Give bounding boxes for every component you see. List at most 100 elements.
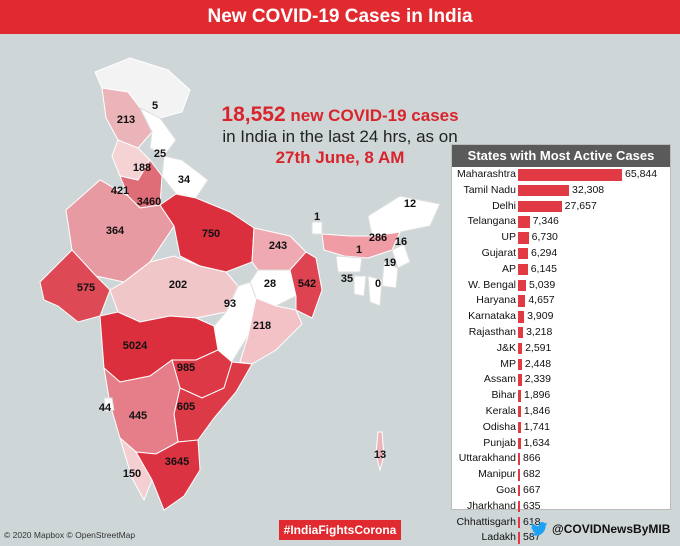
map-label-nagaland: 16	[394, 236, 408, 248]
page-title: New COVID-19 Cases in India	[0, 0, 680, 34]
map-label-kerala: 150	[122, 468, 142, 480]
chart-category-label: Bihar	[491, 389, 516, 402]
chart-value-label: 6,294	[530, 246, 558, 259]
chart-row: Punjab 1,634	[452, 436, 670, 452]
chart-category-label: AP	[501, 262, 516, 275]
chart-row: W. Bengal 5,039	[452, 278, 670, 294]
chart-value-label: 6,730	[531, 231, 558, 244]
region-westbengal	[289, 251, 323, 319]
map-label-westbengal: 542	[297, 278, 317, 290]
chart-value-label: 7,346	[532, 215, 559, 228]
chart-category-label: Rajasthan	[468, 325, 516, 338]
chart-category-label: Gujarat	[481, 246, 516, 259]
headline: 18,552 new COVID-19 cases in India in th…	[190, 104, 490, 168]
map-label-ladakh: 5	[151, 100, 159, 112]
chart-row: Tamil Nadu 32,308	[452, 183, 670, 199]
twitter-handle[interactable]: @COVIDNewsByMIB	[530, 522, 670, 536]
map-label-assam: 286	[368, 232, 388, 244]
chart-bar	[518, 516, 520, 529]
chart-category-label: J&K	[496, 341, 516, 354]
chart-category-label: MP	[500, 357, 516, 370]
chart-row: Uttarakhand 866	[452, 451, 670, 467]
map-label-maharashtra: 5024	[122, 340, 148, 352]
chart-category-label: Goa	[496, 483, 516, 496]
chart-row: AP 6,145	[452, 262, 670, 278]
region-goa	[103, 397, 115, 413]
chart-title: States with Most Active Cases	[452, 145, 670, 167]
chart-rows: Maharashtra 65,844 Tamil Nadu 32,308 Delhi 27…	[452, 167, 670, 546]
chart-row: Kerala 1,846	[452, 404, 670, 420]
chart-row: Bihar 1,896	[452, 388, 670, 404]
chart-bar	[518, 453, 520, 465]
chart-bar	[518, 232, 529, 244]
chart-bar	[518, 469, 520, 481]
chart-value-label: 32,308	[572, 183, 605, 196]
chart-bar	[518, 532, 520, 544]
chart-bar	[518, 390, 521, 402]
map-label-rajasthan: 364	[105, 225, 125, 237]
chart-row: Delhi 27,657	[452, 199, 670, 215]
map-label-telangana: 985	[176, 362, 196, 374]
chart-value-label: 2,448	[524, 357, 552, 370]
headline-line3: 27th June, 8 AM	[275, 148, 405, 167]
headline-line2: in India in the last 24 hrs, as on	[222, 127, 458, 146]
chart-value-label: 6,145	[530, 262, 557, 275]
map-credit: © 2020 Mapbox © OpenStreetMap	[4, 530, 136, 540]
map-label-mp: 202	[168, 279, 188, 291]
region-kerala	[119, 436, 153, 502]
chart-bar	[518, 358, 522, 371]
map-label-sikkim: 1	[313, 211, 321, 223]
region-nagaland	[391, 243, 411, 269]
chart-category-label: Uttarakhand	[458, 452, 516, 465]
map-label-haryana: 421	[110, 185, 130, 197]
region-meghalaya	[335, 255, 363, 273]
chart-bar	[518, 169, 622, 181]
region-jk	[101, 87, 153, 149]
chart-bar	[518, 374, 522, 386]
headline-count: 18,552	[221, 103, 286, 126]
chart-bar	[518, 500, 520, 513]
map-label-karnataka: 445	[128, 410, 148, 422]
map-label-gujarat: 575	[76, 282, 96, 294]
map-label-goa: 44	[98, 402, 112, 414]
chart-value-label: 866	[523, 452, 541, 465]
chart-value-label: 4,657	[528, 294, 555, 307]
chart-row: Jharkhand 635	[452, 499, 670, 515]
chart-category-label: Manipur	[478, 468, 516, 481]
chart-bar	[518, 484, 520, 497]
chart-row: MP 2,448	[452, 357, 670, 373]
chart-row: J&K 2,591	[452, 341, 670, 357]
region-tamilnadu	[135, 439, 201, 511]
chart-value-label: 1,741	[523, 420, 551, 433]
chart-row: Manipur 682	[452, 467, 670, 483]
chart-bar	[518, 326, 524, 339]
region-odisha	[239, 297, 303, 365]
map-label-jharkhand: 28	[263, 278, 277, 290]
chart-bar	[518, 279, 526, 292]
chart-value-label: 682	[523, 468, 541, 481]
chart-category-label: Jharkhand	[466, 499, 516, 512]
map-label-odisha: 218	[252, 320, 272, 332]
map-label-tamilnadu: 3645	[164, 456, 190, 468]
chart-value-label: 65,844	[625, 168, 658, 180]
chart-category-label: Maharashtra	[457, 168, 516, 180]
region-sikkim	[311, 221, 323, 235]
map-label-mizoram: 0	[374, 278, 382, 290]
chart-bar	[518, 184, 570, 197]
chart-category-label: Telangana	[467, 215, 516, 228]
chart-row: Assam 2,339	[452, 372, 670, 388]
map-label-delhi: 3460	[136, 196, 162, 208]
chart-category-label: Haryana	[476, 294, 516, 307]
chart-value-label: 618	[523, 515, 541, 528]
chart-value-label: 2,339	[524, 373, 551, 386]
chart-row: UP 6,730	[452, 230, 670, 246]
map-label-hp: 25	[153, 148, 167, 160]
chart-category-label: Tamil Nadu	[463, 183, 516, 196]
states-chart: States with Most Active Cases Maharashtr…	[451, 144, 671, 544]
chart-bar	[518, 342, 523, 355]
map-label-tripura: 35	[340, 273, 354, 285]
chart-category-label: Ladakh	[481, 531, 516, 544]
chart-category-label: Odisha	[482, 420, 516, 433]
chart-bar	[518, 311, 525, 323]
chart-bar	[518, 200, 562, 213]
